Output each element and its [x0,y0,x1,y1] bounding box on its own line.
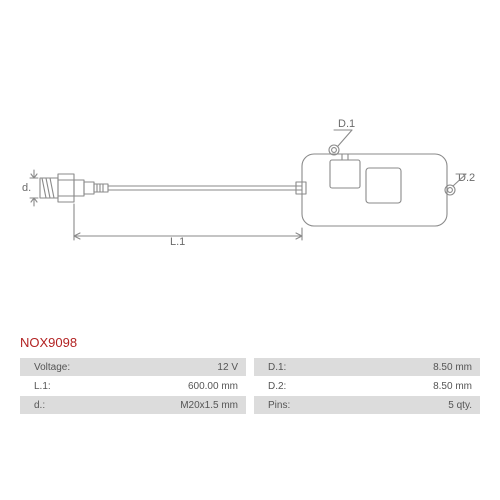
spec-label: D.1: [254,362,314,373]
spec-row: L.1: 600.00 mm [20,377,246,395]
spec-label: D.2: [254,381,314,392]
spec-label: L.1: [20,381,80,392]
spec-value: 8.50 mm [314,362,480,373]
spec-label: d.: [20,400,80,411]
spec-table: Voltage: 12 V D.1: 8.50 mm L.1: 600.00 m… [20,358,480,414]
spec-row: d.: M20x1.5 mm [20,396,246,414]
spec-value: 5 qty. [314,400,480,411]
spec-label: Pins: [254,400,314,411]
spec-value: M20x1.5 mm [80,400,246,411]
spec-label: Voltage: [20,362,80,373]
spec-value: 8.50 mm [314,381,480,392]
technical-diagram [20,100,480,280]
spec-row: D.2: 8.50 mm [254,377,480,395]
spec-row: Voltage: 12 V [20,358,246,376]
spec-value: 12 V [80,362,246,373]
spec-row: Pins: 5 qty. [254,396,480,414]
spec-value: 600.00 mm [80,381,246,392]
spec-row: D.1: 8.50 mm [254,358,480,376]
part-number: NOX9098 [20,335,77,350]
